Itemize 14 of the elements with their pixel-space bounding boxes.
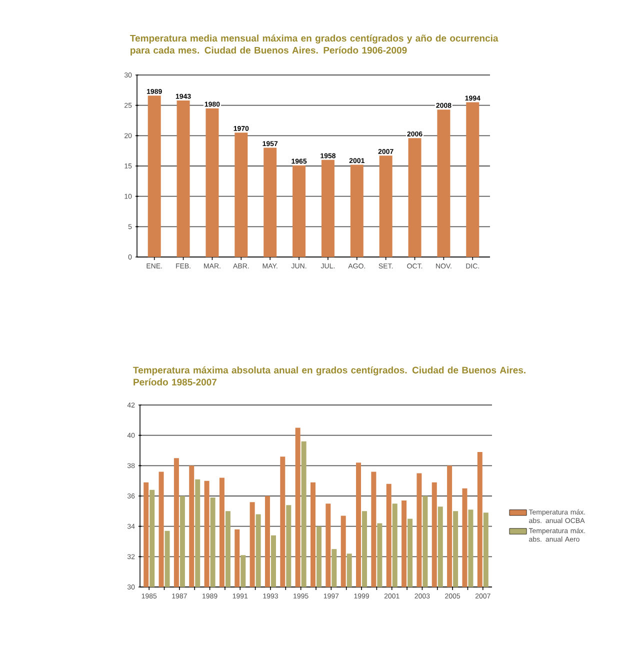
chart-title: Temperatura máxima absoluta anual en grados centígrados. Ciudad de Buenos Aires. Período 1985-2007 (133, 366, 526, 386)
bar (264, 148, 277, 257)
bar (437, 110, 450, 257)
bar (408, 138, 422, 257)
bar (321, 160, 334, 257)
bar (234, 132, 248, 257)
bar (148, 96, 161, 257)
bar (206, 108, 219, 257)
bar (292, 165, 306, 257)
chart-title: Temperatura media mensual máxima en grados centígrados y año de ocurrencia para cada mes. Ciudad de Buenos Aires. Período 1906-2009 (130, 34, 498, 56)
bar (350, 164, 364, 257)
bar (379, 156, 392, 257)
bar (466, 102, 480, 257)
bar (176, 100, 190, 257)
